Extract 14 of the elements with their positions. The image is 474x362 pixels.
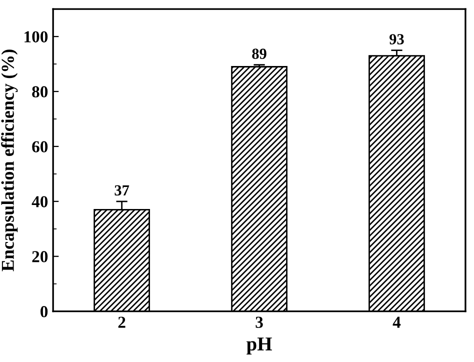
y-tick-label: 80 [32,86,48,98]
y-tick-label: 40 [32,196,48,208]
y-tick-label: 20 [32,251,48,262]
x-tick-label: 2 [118,316,126,328]
data-label: 93 [390,34,404,44]
y-tick-label: 0 [40,306,48,318]
data-label: 37 [114,185,130,196]
data-label: 89 [252,48,266,59]
y-tick-label: 100 [24,31,48,42]
x-tick-label: 4 [392,316,401,328]
y-tick-label: 60 [32,141,48,152]
y-axis-title: Encapsulation efficiency (%) [1,50,18,272]
x-tick-label: 3 [256,316,263,328]
x-axis-title: pH [246,338,272,354]
